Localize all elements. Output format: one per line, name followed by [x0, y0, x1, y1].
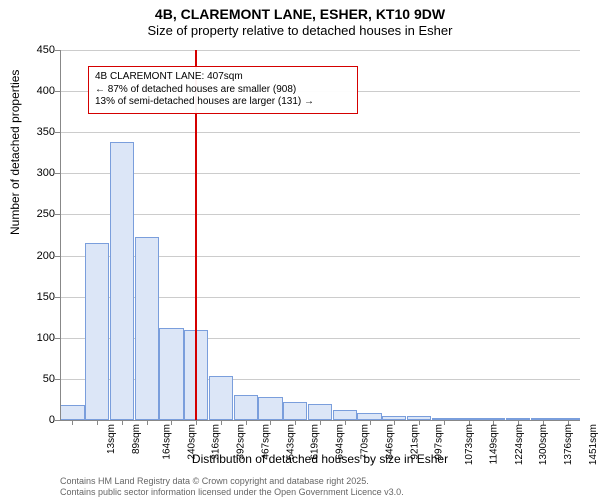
x-tick-label: 1376sqm: [563, 424, 574, 465]
histogram-bar: [333, 410, 357, 420]
gridline: [60, 214, 580, 215]
y-tick-label: 250: [15, 208, 55, 220]
y-tick-label: 400: [15, 85, 55, 97]
y-axis: [60, 50, 61, 420]
chart-title: 4B, CLAREMONT LANE, ESHER, KT10 9DW: [0, 0, 600, 23]
annotation-line: 4B CLAREMONT LANE: 407sqm: [95, 71, 351, 84]
y-tick-label: 200: [15, 250, 55, 262]
y-tick-label: 300: [15, 167, 55, 179]
x-tick-label: 392sqm: [236, 424, 247, 460]
histogram-bar: [308, 404, 332, 420]
x-tick-label: 543sqm: [285, 424, 296, 460]
histogram-bar: [85, 243, 109, 420]
y-tick-label: 450: [15, 44, 55, 56]
x-tick-label: 1300sqm: [538, 424, 549, 465]
histogram-bar: [283, 402, 307, 420]
x-axis: [60, 420, 580, 421]
y-tick-label: 100: [15, 332, 55, 344]
x-tick-label: 1451sqm: [588, 424, 599, 465]
annotation-box: 4B CLAREMONT LANE: 407sqm← 87% of detach…: [88, 66, 358, 114]
x-tick-label: 619sqm: [310, 424, 321, 460]
histogram-bar: [258, 397, 282, 420]
histogram-bar: [135, 237, 159, 420]
x-tick-label: 846sqm: [384, 424, 395, 460]
footer-line2: Contains public sector information licen…: [60, 487, 404, 498]
chart-subtitle: Size of property relative to detached ho…: [0, 23, 600, 42]
annotation-line: ← 87% of detached houses are smaller (90…: [95, 84, 351, 97]
x-tick-label: 1224sqm: [514, 424, 525, 465]
y-tick-label: 350: [15, 126, 55, 138]
x-tick-label: 240sqm: [186, 424, 197, 460]
x-tick-label: 1073sqm: [464, 424, 475, 465]
annotation-line: 13% of semi-detached houses are larger (…: [95, 96, 351, 109]
x-tick-label: 13sqm: [106, 424, 117, 454]
histogram-bar: [60, 405, 84, 420]
histogram-bar: [234, 395, 258, 420]
y-tick-label: 0: [15, 414, 55, 426]
histogram-bar: [110, 142, 134, 420]
gridline: [60, 132, 580, 133]
x-tick-label: 164sqm: [161, 424, 172, 460]
gridline: [60, 50, 580, 51]
gridline: [60, 173, 580, 174]
x-tick-label: 997sqm: [434, 424, 445, 460]
y-tick-label: 50: [15, 373, 55, 385]
y-tick-label: 150: [15, 291, 55, 303]
x-tick-label: 467sqm: [261, 424, 272, 460]
x-tick-label: 1149sqm: [488, 424, 499, 464]
x-tick-label: 694sqm: [335, 424, 346, 460]
chart-container: 4B, CLAREMONT LANE, ESHER, KT10 9DW Size…: [0, 0, 600, 500]
footer-line1: Contains HM Land Registry data © Crown c…: [60, 476, 404, 487]
histogram-bar: [209, 376, 233, 420]
x-tick-label: 316sqm: [211, 424, 222, 460]
plot-area: 4B CLAREMONT LANE: 407sqm← 87% of detach…: [60, 50, 580, 420]
histogram-bar: [159, 328, 183, 420]
x-tick-label: 921sqm: [409, 424, 420, 460]
x-tick-label: 89sqm: [131, 424, 142, 454]
chart-footer: Contains HM Land Registry data © Crown c…: [60, 476, 404, 498]
x-tick-label: 770sqm: [360, 424, 371, 460]
